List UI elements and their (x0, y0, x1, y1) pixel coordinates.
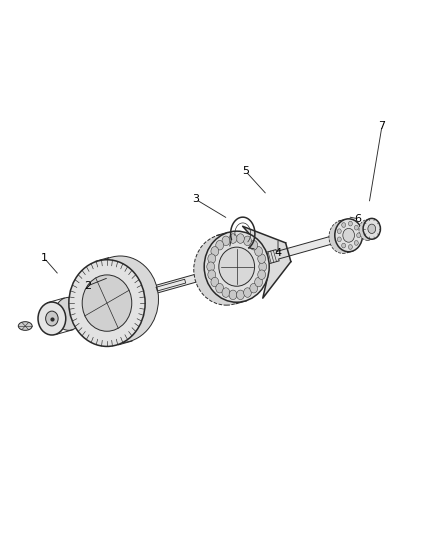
Text: 6: 6 (354, 214, 361, 224)
Ellipse shape (356, 233, 360, 238)
Ellipse shape (215, 240, 223, 250)
Ellipse shape (367, 224, 375, 233)
Ellipse shape (18, 322, 32, 330)
Ellipse shape (207, 270, 215, 279)
Ellipse shape (341, 243, 345, 248)
Ellipse shape (222, 236, 229, 246)
Ellipse shape (207, 254, 215, 263)
Ellipse shape (243, 236, 251, 246)
Ellipse shape (193, 234, 258, 305)
Ellipse shape (258, 262, 266, 271)
Ellipse shape (254, 277, 262, 287)
Text: 5: 5 (241, 166, 248, 176)
Ellipse shape (215, 284, 223, 293)
Ellipse shape (336, 229, 340, 233)
Ellipse shape (204, 231, 268, 302)
Text: 1: 1 (40, 253, 47, 263)
Ellipse shape (257, 254, 265, 263)
Ellipse shape (249, 284, 257, 293)
Ellipse shape (55, 297, 82, 330)
Ellipse shape (236, 234, 244, 244)
Ellipse shape (222, 288, 229, 297)
Ellipse shape (210, 247, 218, 256)
Ellipse shape (82, 256, 158, 343)
Ellipse shape (229, 234, 237, 244)
Text: 3: 3 (192, 195, 199, 204)
Ellipse shape (353, 240, 357, 245)
Ellipse shape (229, 290, 237, 300)
Ellipse shape (69, 260, 145, 346)
Text: 7: 7 (378, 120, 385, 131)
Ellipse shape (210, 277, 218, 287)
Text: 4: 4 (274, 248, 281, 259)
Ellipse shape (341, 223, 345, 228)
Ellipse shape (218, 247, 254, 286)
Ellipse shape (353, 225, 357, 230)
Ellipse shape (243, 288, 251, 297)
Ellipse shape (336, 237, 340, 242)
Ellipse shape (254, 247, 262, 256)
Text: 2: 2 (84, 281, 91, 291)
Ellipse shape (358, 220, 375, 240)
Ellipse shape (206, 262, 214, 271)
Ellipse shape (249, 240, 257, 250)
Ellipse shape (348, 245, 352, 249)
Ellipse shape (82, 275, 131, 331)
Polygon shape (242, 227, 290, 298)
Ellipse shape (38, 302, 66, 335)
Ellipse shape (46, 311, 58, 326)
Ellipse shape (348, 221, 352, 226)
Ellipse shape (362, 219, 380, 239)
Polygon shape (60, 233, 342, 320)
Ellipse shape (334, 219, 362, 252)
Ellipse shape (236, 290, 244, 300)
Ellipse shape (328, 221, 356, 253)
Ellipse shape (257, 270, 265, 279)
Ellipse shape (342, 228, 353, 242)
